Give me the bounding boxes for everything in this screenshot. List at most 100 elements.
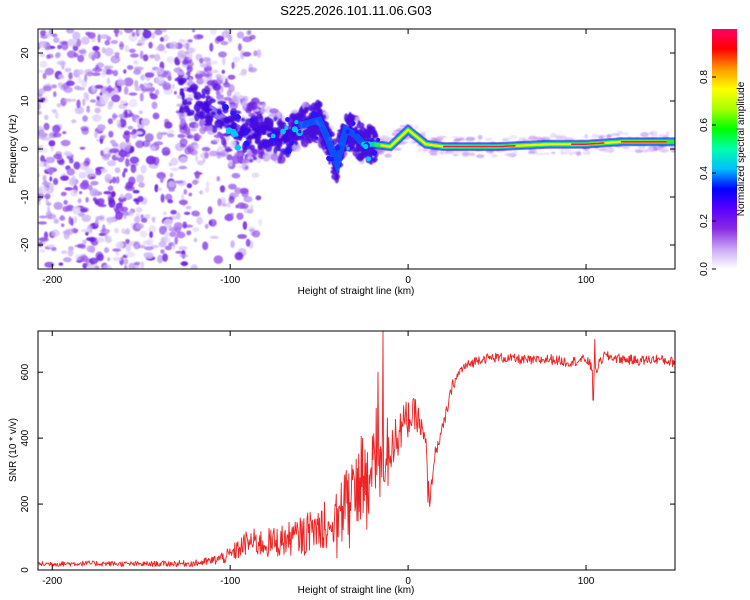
spectrogram-blob (56, 103, 62, 108)
spectrogram-blob (196, 134, 202, 139)
spectrogram-blob (199, 118, 205, 128)
ridge-island (285, 147, 292, 155)
spectrogram-blob (62, 206, 70, 212)
spectrogram-blob (94, 84, 104, 89)
spectrogram-blob (237, 234, 248, 239)
spectrogram-blob (209, 235, 219, 239)
spectrogram-blob (126, 65, 134, 70)
colorbar-tick-label: 0.8 (699, 70, 710, 84)
spectrogram-blob (154, 53, 161, 62)
spectrogram-blob (135, 140, 145, 149)
spectrogram-blob (193, 113, 200, 122)
spectrogram-blob (127, 125, 134, 130)
spectrogram-blob (223, 97, 232, 101)
spectrogram-blob (170, 157, 179, 166)
snr-plot-area (38, 331, 675, 570)
spectrogram-blob (77, 54, 85, 63)
spectrogram-blob (129, 131, 136, 135)
spectrogram-blob (140, 164, 147, 174)
spectrogram-blob (179, 144, 187, 148)
spectrogram-blob (137, 29, 144, 35)
y-tick-label: 20 (20, 47, 31, 59)
ridge-island (370, 138, 374, 142)
spectrogram-blob (423, 148, 429, 152)
spectrogram-blob (38, 241, 44, 248)
spectrogram-blob (90, 261, 95, 265)
spectrogram-blob (206, 125, 214, 132)
spectrogram-blob (222, 57, 226, 66)
spectrogram-blob (195, 154, 199, 162)
ridge-island (363, 143, 369, 150)
spectrogram-blob (150, 146, 156, 151)
spectrogram-blob (246, 149, 253, 156)
spectrogram-blob (308, 104, 313, 111)
spectrogram-blob (53, 218, 59, 224)
spectrogram-blob (236, 31, 245, 39)
spectrogram-blob (237, 155, 243, 163)
spectrogram-blob (622, 131, 629, 136)
spectrogram-blob (134, 86, 142, 92)
spectrogram-blob (104, 69, 114, 75)
spectrogram-blob (151, 32, 156, 39)
spectrogram-blob (551, 151, 556, 154)
spectrogram-blob (634, 149, 643, 153)
spectrogram-blob (260, 106, 265, 114)
spectrogram-blob (50, 183, 55, 192)
spectrogram-blob (135, 207, 143, 213)
spectrogram-blob (179, 138, 188, 147)
spectrogram-blob (92, 67, 103, 73)
spectrogram-blob (182, 50, 189, 56)
spectrogram-blob (136, 174, 145, 184)
spectrogram-blob (68, 72, 73, 80)
spectrogram-blob (278, 152, 283, 160)
spectrogram-blob (193, 237, 198, 243)
spectrogram-blob (73, 161, 81, 170)
spectrogram-blob (108, 199, 116, 208)
spectrogram-blob (51, 229, 60, 237)
spectrogram-blob (38, 173, 41, 177)
spectrogram-blob (106, 77, 111, 85)
spectrogram-blob (182, 221, 187, 229)
spectrogram-blob (38, 215, 48, 219)
spectrogram-blob (99, 95, 109, 105)
spectrogram-blob (48, 166, 54, 176)
spectrogram-blob (96, 95, 100, 101)
spectrogram-blob (192, 85, 198, 95)
spectrogram-blob (258, 218, 263, 227)
spectrogram-blob (240, 50, 245, 60)
spectrogram-blob (205, 112, 212, 121)
spectrogram-blob (375, 149, 385, 155)
colorbar: 0.0 0.2 0.4 0.6 0.8 Normalized spectral ampl… (699, 29, 747, 276)
spectrogram-blob (223, 82, 231, 88)
spectrogram-blob (117, 85, 122, 93)
spectrogram-blob (53, 201, 63, 210)
spectrogram-blob (80, 229, 90, 233)
spectrogram-blob (105, 235, 112, 244)
spectrogram-blob (105, 87, 115, 92)
spectrogram-blob (74, 215, 78, 224)
snr-x-ticks: -200 -100 0 100 (42, 331, 595, 587)
x-tick-label: 100 (578, 275, 595, 286)
spectrogram-blob (251, 172, 260, 178)
spectrogram-blob (231, 172, 241, 179)
spectrogram-blob (66, 168, 75, 176)
spectrogram-blob (156, 172, 166, 179)
spectrogram-blob (76, 87, 86, 91)
spectrogram-blob (124, 192, 133, 201)
spectrogram-blob (290, 122, 294, 127)
spectrogram-blob (139, 230, 148, 238)
spectrogram-blob (46, 54, 51, 59)
spectrogram-blob (44, 261, 55, 268)
spectrogram-blob (193, 211, 200, 217)
spectrogram-blob (139, 83, 144, 89)
spectrogram-blob (206, 80, 215, 86)
spectrogram-blob (133, 241, 141, 250)
spectrogram-blob (247, 30, 252, 35)
spectrogram-blob (38, 192, 45, 200)
spectrogram-blob (615, 133, 621, 137)
spectrogram-blob (187, 101, 192, 105)
spectrogram-blob (167, 133, 175, 138)
spectrogram-blob (86, 265, 96, 269)
spectrogram-blob (226, 154, 233, 161)
spectrogram-blob (149, 231, 154, 239)
